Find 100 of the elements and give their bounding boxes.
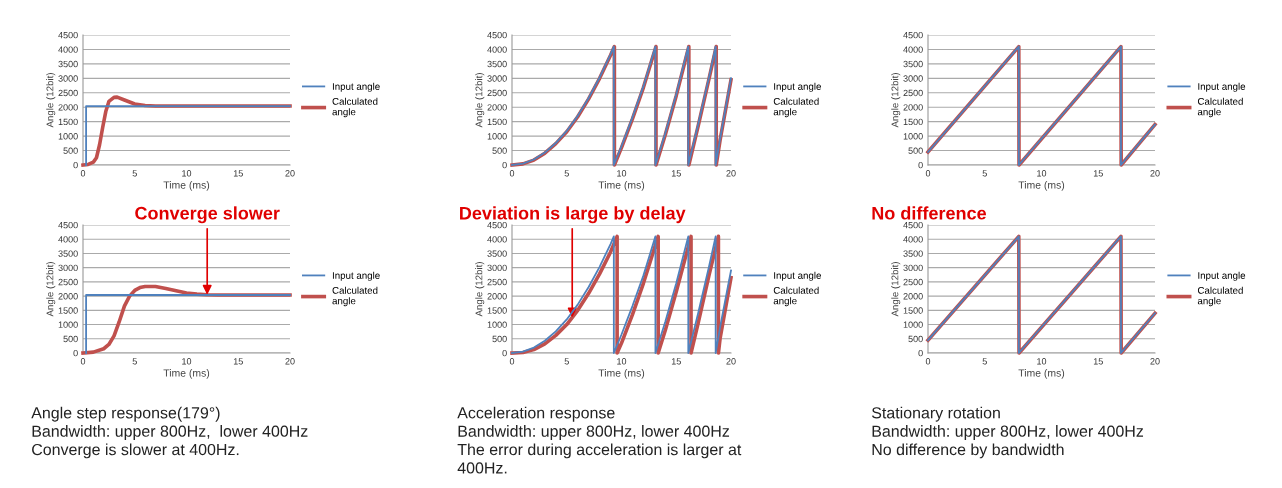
x-tick-label: 10 [617,170,627,177]
y-tick-label: 2000 [903,104,923,111]
y-axis-title: Angle (12bit) [46,73,56,128]
x-axis-title: Time (ms) [1018,181,1065,191]
y-tick-label: 4000 [58,236,78,243]
x-tick-label: 10 [617,358,627,365]
y-tick-label: 1000 [903,133,923,140]
y-tick-label: 0 [73,161,78,169]
x-tick-label: 20 [1150,358,1160,365]
y-tick-label: 0 [918,349,923,357]
y-tick-label: 500 [63,335,78,343]
x-tick-label: 0 [925,358,931,365]
y-tick-label: 4000 [58,46,78,53]
y-tick-label: 500 [908,147,923,154]
y-tick-label: 500 [63,147,78,154]
legend-label: Input angle [774,82,821,92]
y-tick-label: 3500 [487,250,507,257]
legend-label: Calculated angle [773,97,819,118]
y-tick-label: 3000 [487,75,507,82]
legend-label: Calculated angle [1197,97,1243,118]
y-tick-label: 1500 [58,118,78,126]
legend-label: Input angle [774,271,821,281]
legend-label: Input angle [332,271,380,281]
y-tick-label: 3000 [58,75,78,82]
y-tick-label: 4500 [58,221,78,229]
y-tick-label: 4500 [487,221,507,229]
text: No difference [872,206,987,220]
y-tick-label: 4000 [903,46,923,53]
x-tick-label: 0 [925,170,931,177]
x-tick-label: 5 [982,358,987,365]
y-tick-label: 0 [73,349,78,357]
x-axis-title: Time (ms) [163,181,210,191]
y-tick-label: 1000 [487,321,507,328]
x-tick-label: 15 [671,170,681,177]
y-tick-label: 1000 [487,133,507,140]
y-tick-label: 2000 [58,104,78,111]
x-tick-label: 20 [726,358,736,365]
text: Stationary rotation Bandwidth: upper 800Hz, lower 400Hz No difference by bandwidth [871,406,1144,459]
y-tick-label: 2500 [487,89,507,97]
x-tick-label: 15 [1093,170,1103,177]
y-tick-label: 4000 [487,46,507,53]
x-tick-label: 0 [509,170,515,177]
y-tick-label: 2500 [487,278,507,286]
text: Acceleration response Bandwidth: upper 800Hz, lower 400Hz The error during acceleration is larger at 400Hz. [457,406,742,474]
y-tick-label: 500 [492,335,507,343]
x-tick-label: 15 [233,170,243,177]
legend-label: Calculated angle [332,286,378,307]
annotation: Converge slower [135,206,280,224]
y-tick-label: 4500 [58,31,78,39]
x-tick-label: 10 [1037,358,1047,365]
y-tick-label: 0 [918,161,923,169]
y-tick-label: 1500 [903,118,923,126]
y-tick-label: 2000 [903,293,923,300]
x-tick-label: 15 [671,358,681,365]
y-tick-label: 4500 [903,221,923,229]
y-tick-label: 2500 [903,278,923,286]
x-tick-label: 10 [182,170,192,177]
y-tick-label: 3500 [58,60,78,68]
y-tick-label: 1500 [487,118,507,126]
y-axis-title: Angle (12bit) [46,262,56,317]
legend-label: Calculated angle [1197,286,1243,307]
x-tick-label: 5 [564,170,569,177]
y-tick-label: 4500 [903,31,923,39]
y-tick-label: 3500 [903,60,923,68]
y-tick-label: 500 [492,147,507,154]
y-tick-label: 2500 [58,89,78,97]
y-tick-label: 3500 [58,250,78,257]
y-tick-label: 3500 [487,60,507,68]
y-tick-label: 1500 [58,307,78,314]
y-tick-label: 1500 [487,307,507,314]
y-tick-label: 1000 [903,321,923,328]
x-tick-label: 20 [285,170,295,177]
y-tick-label: 3500 [903,250,923,257]
legend-label: Input angle [332,82,380,92]
x-tick-label: 5 [982,170,987,177]
y-tick-label: 2000 [487,293,507,300]
y-tick-label: 4000 [487,236,507,243]
y-axis-title: Angle (12bit) [475,73,485,128]
x-tick-label: 10 [1037,170,1047,177]
y-tick-label: 3000 [903,264,923,272]
x-tick-label: 15 [233,358,243,365]
y-tick-label: 0 [502,161,507,169]
y-axis-title: Angle (12bit) [891,73,901,128]
x-tick-label: 0 [509,358,515,365]
legend-label: Input angle [1198,82,1246,92]
y-tick-label: 2500 [58,278,78,286]
x-tick-label: 20 [1150,170,1160,177]
x-tick-label: 5 [132,358,137,365]
x-tick-label: 5 [132,170,137,177]
y-tick-label: 4000 [903,236,923,243]
x-tick-label: 0 [80,358,86,365]
x-axis-title: Time (ms) [598,181,645,191]
legend-label: Calculated angle [332,97,378,118]
y-tick-label: 2000 [58,293,78,300]
legend-label: Input angle [1198,271,1246,281]
x-tick-label: 5 [564,358,569,365]
x-tick-label: 10 [182,358,192,365]
y-tick-label: 3000 [487,264,507,272]
x-tick-label: 0 [80,170,86,177]
y-tick-label: 2000 [487,104,507,111]
